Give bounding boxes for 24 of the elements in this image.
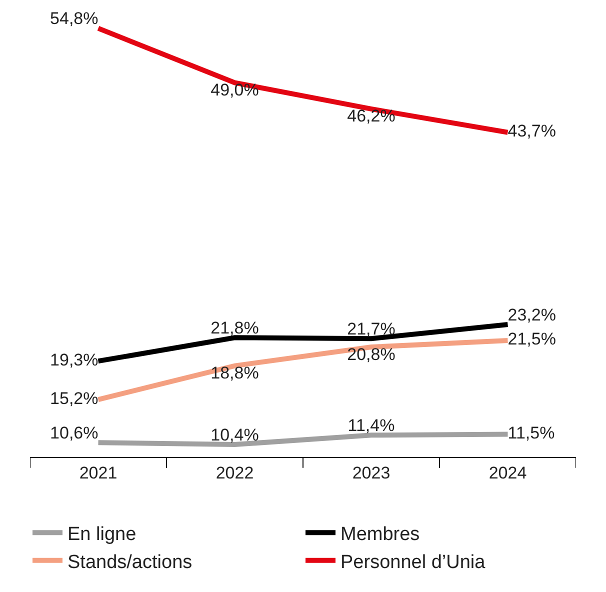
data-label: 21,5%: [508, 330, 556, 349]
data-label: 10,6%: [50, 423, 98, 442]
data-label: 54,8%: [50, 9, 98, 28]
data-label: 43,7%: [508, 122, 556, 141]
data-label: 10,4%: [210, 425, 259, 444]
legend-label: Membres: [340, 524, 420, 546]
data-label: 49,0%: [210, 80, 259, 100]
legend-label: Personnel d’Unia: [340, 552, 486, 573]
legend-label: Stands/actions: [68, 552, 192, 573]
x-tick-label: 2024: [488, 463, 527, 482]
data-label: 11,5%: [508, 423, 555, 442]
data-label: 21,8%: [210, 318, 259, 338]
data-label: 20,8%: [347, 344, 396, 364]
data-label: 46,2%: [347, 106, 396, 126]
data-label: 19,3%: [50, 350, 98, 370]
data-label: 11,4%: [348, 416, 395, 435]
x-tick-label: 2022: [216, 463, 254, 482]
x-tick-label: 2023: [352, 463, 390, 482]
data-label: 23,2%: [508, 305, 556, 324]
legend-label: En ligne: [68, 524, 136, 546]
data-label: 18,8%: [210, 364, 259, 383]
data-label: 21,7%: [347, 319, 396, 338]
x-tick-label: 2021: [79, 463, 118, 482]
data-label: 15,2%: [50, 388, 98, 408]
